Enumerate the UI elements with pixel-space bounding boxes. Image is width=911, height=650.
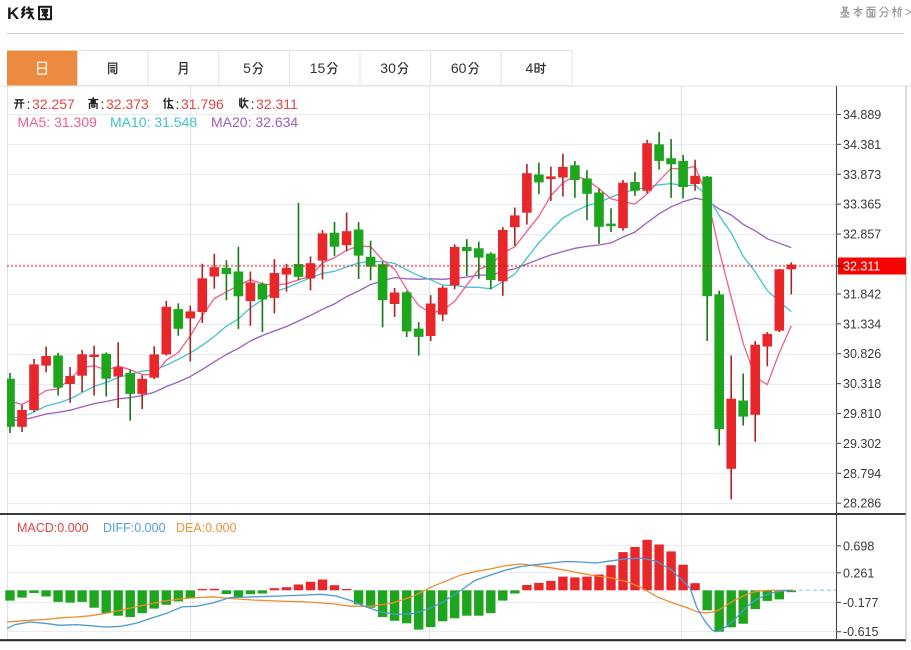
- svg-text:MA20: 32.634: MA20: 32.634: [211, 114, 298, 130]
- svg-text:K: K: [7, 4, 20, 23]
- svg-text:15: 15: [310, 60, 326, 76]
- svg-text:32.373: 32.373: [106, 96, 149, 112]
- svg-text:32.257: 32.257: [32, 96, 75, 112]
- svg-text:DEA:0.000: DEA:0.000: [176, 521, 237, 535]
- svg-text:32.311: 32.311: [843, 260, 880, 274]
- svg-text:5: 5: [243, 60, 251, 76]
- svg-text:28.286: 28.286: [843, 497, 881, 511]
- svg-text:60: 60: [451, 60, 467, 76]
- svg-text:34.889: 34.889: [843, 108, 881, 122]
- svg-text:30.318: 30.318: [843, 377, 881, 391]
- svg-text::: :: [101, 96, 105, 112]
- svg-text:31.842: 31.842: [843, 287, 881, 301]
- svg-text:4: 4: [526, 60, 534, 76]
- svg-text:29.302: 29.302: [843, 437, 881, 451]
- svg-text::: :: [251, 96, 255, 112]
- svg-text:-0.615: -0.615: [843, 625, 878, 639]
- svg-text:DIFF:0.000: DIFF:0.000: [103, 521, 166, 535]
- svg-text:33.365: 33.365: [843, 198, 881, 212]
- svg-text::: :: [27, 96, 31, 112]
- svg-text::: :: [176, 96, 180, 112]
- svg-text:MA5: 31.309: MA5: 31.309: [18, 114, 98, 130]
- svg-text:32.311: 32.311: [256, 96, 298, 112]
- svg-text:30.826: 30.826: [843, 347, 881, 361]
- svg-text:MACD:0.000: MACD:0.000: [17, 521, 89, 535]
- svg-text:32.857: 32.857: [843, 228, 881, 242]
- svg-text:29.810: 29.810: [843, 407, 881, 421]
- svg-text:31.334: 31.334: [843, 317, 881, 331]
- svg-text:0.261: 0.261: [843, 566, 874, 580]
- svg-text:-0.177: -0.177: [843, 596, 878, 610]
- svg-text:MA10: 31.548: MA10: 31.548: [110, 114, 197, 130]
- svg-text:0.698: 0.698: [843, 539, 874, 553]
- svg-text:34.381: 34.381: [843, 138, 881, 152]
- svg-text:31.796: 31.796: [181, 96, 224, 112]
- svg-text:30: 30: [380, 60, 396, 76]
- svg-text:28.794: 28.794: [843, 467, 881, 481]
- svg-text:33.873: 33.873: [843, 168, 881, 182]
- svg-text:>: >: [905, 5, 911, 19]
